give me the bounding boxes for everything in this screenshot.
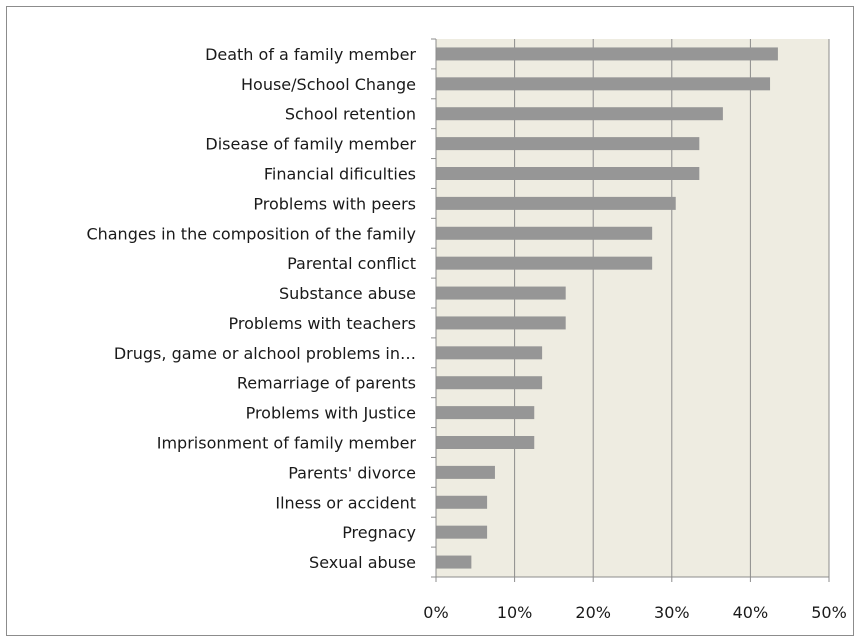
x-tick-label: 30%	[654, 603, 690, 622]
category-label: Parents' divorce	[288, 463, 416, 482]
category-label: Problems with teachers	[229, 314, 416, 333]
bar	[436, 107, 723, 121]
bar	[436, 196, 676, 210]
bar	[436, 346, 543, 360]
category-label: Disease of family member	[205, 135, 416, 154]
category-label: Changes in the composition of the family	[86, 224, 416, 243]
category-label: Ilness or accident	[275, 493, 416, 512]
x-tick-label: 0%	[423, 603, 448, 622]
category-label: School retention	[285, 105, 416, 124]
category-label: Substance abuse	[279, 284, 416, 303]
category-label: Drugs, game or alchool problems in…	[114, 344, 416, 363]
x-tick-label: 40%	[733, 603, 769, 622]
bar	[436, 406, 535, 420]
category-label: Financial dificulties	[264, 165, 416, 184]
x-tick-label: 50%	[811, 603, 847, 622]
category-label: Pregnacy	[342, 523, 416, 542]
category-label: Sexual abuse	[309, 553, 416, 572]
bar	[436, 137, 700, 151]
category-label: Death of a family member	[205, 45, 416, 64]
category-label: Remarriage of parents	[237, 374, 416, 393]
bar	[436, 525, 488, 539]
bar	[436, 47, 778, 61]
bar	[436, 436, 535, 449]
category-label: Parental conflict	[287, 254, 416, 273]
plot-area	[436, 39, 829, 577]
bar	[436, 167, 700, 180]
category-label: Problems with Justice	[246, 404, 416, 423]
bars	[436, 47, 778, 569]
bar	[436, 256, 653, 270]
bar	[436, 77, 771, 91]
bar	[436, 376, 543, 390]
bar	[436, 555, 472, 569]
x-tick-label: 10%	[497, 603, 533, 622]
bar	[436, 316, 566, 330]
bar	[436, 286, 566, 300]
bar	[436, 226, 653, 240]
axes	[431, 38, 829, 578]
category-label: Problems with peers	[253, 194, 416, 213]
x-tick-labels: 0% 10% 20% 30% 40% 50%	[423, 603, 846, 622]
bar	[436, 465, 495, 479]
category-label: Imprisonment of family member	[157, 434, 417, 453]
gridlines	[435, 39, 830, 582]
category-labels: Death of a family member House/School Cha…	[86, 45, 416, 572]
category-label: House/School Change	[241, 75, 416, 94]
x-tick-label: 20%	[575, 603, 611, 622]
bar	[436, 495, 488, 509]
